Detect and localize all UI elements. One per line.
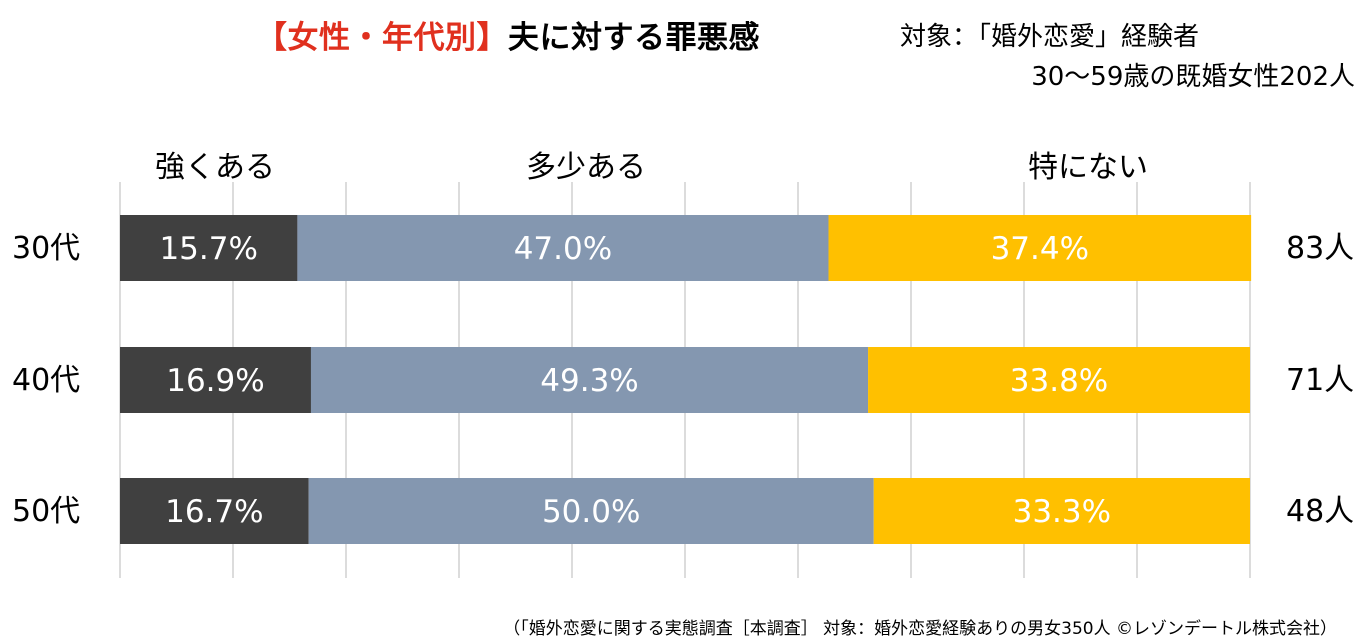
- source-footnote: （「婚外恋愛に関する実態調査［本調査］ 対象：婚外恋愛経験ありの男女350人 ©…: [503, 619, 1337, 639]
- data-label: 33.3%: [1013, 494, 1111, 530]
- data-label: 49.3%: [540, 363, 638, 399]
- bar-segment: [120, 347, 311, 413]
- legend-somewhat: 多少ある: [526, 150, 646, 185]
- legend-strongly: 強くある: [155, 150, 275, 185]
- data-label: 47.0%: [514, 231, 612, 267]
- count-label: 48人: [1286, 494, 1354, 529]
- data-label: 15.7%: [159, 231, 257, 267]
- category-label: 40代: [12, 363, 80, 398]
- bar-segment: [873, 478, 1250, 544]
- target-description: 対象：「婚外恋愛」経験者: [900, 22, 1200, 52]
- bar-segment: [868, 347, 1250, 413]
- data-label: 50.0%: [542, 494, 640, 530]
- bar-segment: [308, 478, 874, 544]
- category-label: 50代: [12, 494, 80, 529]
- bar-segment: [310, 347, 869, 413]
- data-label: 33.8%: [1010, 363, 1108, 399]
- category-label: 30代: [12, 231, 80, 266]
- target-sample-size: 30～59歳の既婚女性202人: [1031, 62, 1355, 92]
- chart-title-area: 【女性・年代別】夫に対する罪悪感 対象：「婚外恋愛」経験者: [0, 12, 1367, 56]
- bar-segment: [297, 215, 829, 281]
- data-label: 37.4%: [991, 231, 1089, 267]
- count-label: 83人: [1286, 231, 1354, 266]
- chart-title-accent: 【女性・年代別】: [256, 20, 508, 56]
- chart-title-main: 夫に対する罪悪感: [508, 20, 760, 56]
- data-label: 16.7%: [165, 494, 263, 530]
- count-label: 71人: [1286, 363, 1354, 398]
- chart-title: 【女性・年代別】夫に対する罪悪感: [256, 12, 760, 57]
- bar-segment: [120, 478, 309, 544]
- data-label: 16.9%: [166, 363, 264, 399]
- bar-segment: [828, 215, 1252, 281]
- legend-none: 特にない: [1028, 150, 1148, 185]
- bar-segment: [120, 215, 298, 281]
